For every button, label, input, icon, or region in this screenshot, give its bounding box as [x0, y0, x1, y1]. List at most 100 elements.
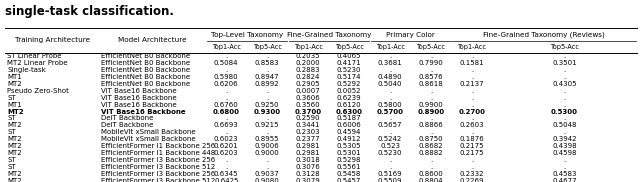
Text: 0.8750: 0.8750	[419, 136, 444, 142]
Text: .: .	[266, 88, 268, 94]
Text: .: .	[430, 116, 432, 121]
Text: .: .	[471, 129, 473, 135]
Text: .: .	[563, 102, 566, 108]
Text: .: .	[563, 129, 566, 135]
Text: 0.8618: 0.8618	[419, 81, 444, 87]
Text: single-task classification.: single-task classification.	[5, 5, 174, 17]
Text: 0.8900: 0.8900	[417, 109, 445, 114]
Text: 0.9006: 0.9006	[255, 143, 280, 149]
Text: 0.8583: 0.8583	[255, 60, 280, 66]
Text: ViT Base16 Backbone: ViT Base16 Backbone	[101, 95, 177, 101]
Text: 0.2981: 0.2981	[296, 143, 321, 149]
Text: 0.3560: 0.3560	[296, 102, 321, 108]
Text: .: .	[266, 95, 268, 101]
Text: 0.1581: 0.1581	[460, 60, 484, 66]
Text: DeiT Backbone: DeiT Backbone	[101, 116, 154, 121]
Text: 0.2824: 0.2824	[296, 74, 321, 80]
Text: 0.2981: 0.2981	[296, 150, 321, 156]
Text: Top1-Acc: Top1-Acc	[212, 44, 241, 50]
Text: 0.2175: 0.2175	[460, 150, 484, 156]
Text: Top1-Acc: Top1-Acc	[458, 44, 486, 50]
Text: 0.5169: 0.5169	[378, 171, 403, 177]
Text: 0.5040: 0.5040	[378, 81, 403, 87]
Text: MT2: MT2	[7, 136, 22, 142]
Text: MT2: MT2	[7, 122, 22, 128]
Text: 0.9000: 0.9000	[255, 150, 280, 156]
Text: EfficientFormer I1 Backbone 448: EfficientFormer I1 Backbone 448	[101, 150, 216, 156]
Text: 0.2000: 0.2000	[296, 60, 321, 66]
Text: ST: ST	[7, 95, 15, 101]
Text: .: .	[389, 88, 391, 94]
Text: Pseudo Zero-Shot: Pseudo Zero-Shot	[7, 88, 69, 94]
Text: 0.6425: 0.6425	[214, 178, 239, 182]
Text: 0.3501: 0.3501	[552, 60, 577, 66]
Text: 0.5230: 0.5230	[337, 67, 362, 73]
Text: 0.6345: 0.6345	[214, 171, 239, 177]
Text: 0.5458: 0.5458	[337, 171, 362, 177]
Text: MT1: MT1	[7, 74, 22, 80]
Text: EfficientFormer I3 Backbone 256: EfficientFormer I3 Backbone 256	[101, 171, 216, 177]
Text: 0.5980: 0.5980	[214, 74, 239, 80]
Text: 0.4398: 0.4398	[552, 143, 577, 149]
Text: 0.9300: 0.9300	[253, 109, 281, 114]
Text: 0.8947: 0.8947	[255, 74, 280, 80]
Text: EfficientFormer I3 Backbone 512: EfficientFormer I3 Backbone 512	[101, 164, 216, 170]
Text: EfficientFormer I1 Backbone 256: EfficientFormer I1 Backbone 256	[101, 143, 216, 149]
Text: 0.5230: 0.5230	[378, 150, 403, 156]
Text: 0.523: 0.523	[380, 143, 400, 149]
Text: .: .	[225, 129, 227, 135]
Text: .: .	[471, 157, 473, 163]
Text: .: .	[430, 157, 432, 163]
Text: MT2: MT2	[7, 171, 22, 177]
Text: Model Architecture: Model Architecture	[118, 37, 187, 43]
Text: .: .	[266, 157, 268, 163]
Text: 0.2269: 0.2269	[460, 178, 484, 182]
Text: Top-Level Taxonomy: Top-Level Taxonomy	[211, 32, 283, 37]
Text: EfficientFormer I3 Backbone 512: EfficientFormer I3 Backbone 512	[101, 178, 216, 182]
Text: .: .	[430, 95, 432, 101]
Text: 0.9080: 0.9080	[255, 178, 280, 182]
Text: .: .	[471, 88, 473, 94]
Text: 0.4065: 0.4065	[337, 53, 362, 59]
Text: .: .	[389, 95, 391, 101]
Text: .: .	[389, 116, 391, 121]
Text: 0.2303: 0.2303	[296, 129, 321, 135]
Text: 0.4912: 0.4912	[337, 136, 362, 142]
Text: 0.9215: 0.9215	[255, 122, 280, 128]
Text: EfficientNet B0 Backbone: EfficientNet B0 Backbone	[101, 60, 190, 66]
Text: 0.5301: 0.5301	[337, 150, 362, 156]
Text: 0.6006: 0.6006	[337, 122, 362, 128]
Text: 0.6203: 0.6203	[214, 150, 239, 156]
Text: 0.5048: 0.5048	[552, 122, 577, 128]
Text: 0.5187: 0.5187	[337, 116, 362, 121]
Text: Single-task: Single-task	[7, 67, 46, 73]
Text: 0.0007: 0.0007	[296, 88, 321, 94]
Text: .: .	[563, 116, 566, 121]
Text: .: .	[430, 129, 432, 135]
Text: .: .	[389, 129, 391, 135]
Text: MT2: MT2	[7, 81, 22, 87]
Text: ST Linear Probe: ST Linear Probe	[7, 53, 61, 59]
Text: Top5-Acc: Top5-Acc	[253, 44, 282, 50]
Text: 0.5298: 0.5298	[337, 157, 362, 163]
Text: .: .	[225, 67, 227, 73]
Text: .: .	[563, 157, 566, 163]
Text: ST: ST	[7, 129, 15, 135]
Text: ST: ST	[7, 157, 15, 163]
Text: 0.5800: 0.5800	[378, 102, 403, 108]
Text: 0.8804: 0.8804	[419, 178, 444, 182]
Text: EfficientNet B0 Backbone: EfficientNet B0 Backbone	[101, 74, 190, 80]
Text: 0.5509: 0.5509	[378, 178, 403, 182]
Text: .: .	[471, 67, 473, 73]
Text: 0.4171: 0.4171	[337, 60, 362, 66]
Text: 0.6693: 0.6693	[214, 122, 239, 128]
Text: .: .	[266, 164, 268, 170]
Text: 0.7990: 0.7990	[419, 60, 444, 66]
Text: EfficientNet B0 Backbone: EfficientNet B0 Backbone	[101, 53, 190, 59]
Text: EfficientFormer I3 Backbone 256: EfficientFormer I3 Backbone 256	[101, 157, 216, 163]
Text: .: .	[389, 164, 391, 170]
Text: MT2: MT2	[7, 178, 22, 182]
Text: 0.5292: 0.5292	[337, 81, 362, 87]
Text: .: .	[471, 102, 473, 108]
Text: .: .	[430, 67, 432, 73]
